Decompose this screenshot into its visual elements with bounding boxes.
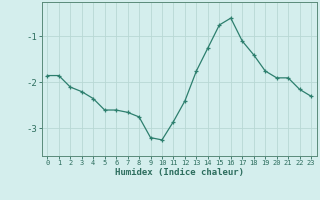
- X-axis label: Humidex (Indice chaleur): Humidex (Indice chaleur): [115, 168, 244, 177]
